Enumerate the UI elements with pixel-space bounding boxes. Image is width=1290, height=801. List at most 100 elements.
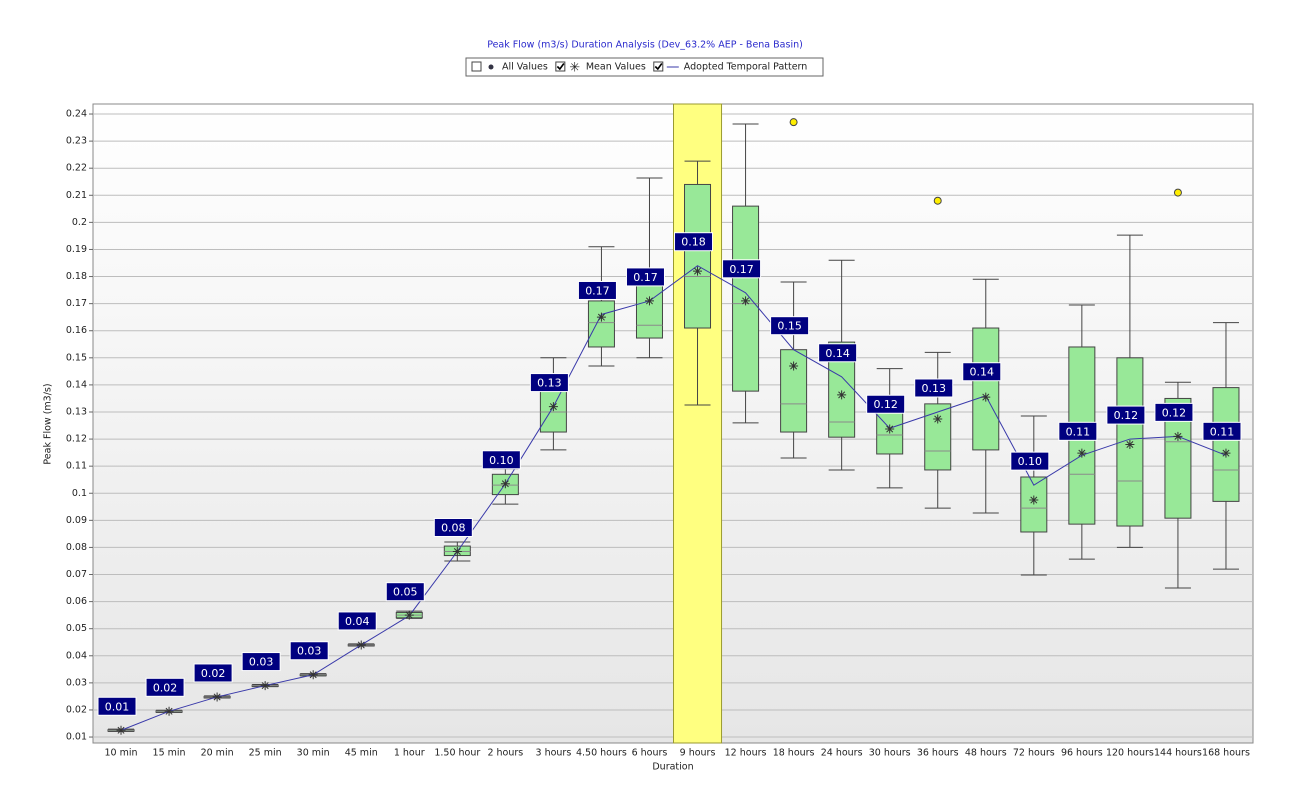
box (587, 300, 615, 348)
data-label-bg (337, 611, 377, 631)
legend-box (465, 57, 824, 77)
legend-label: All Values (502, 62, 548, 73)
data-label-text: 0.14 (970, 366, 995, 379)
mean-marker (885, 424, 895, 434)
data-label-bg (97, 696, 137, 716)
data-label-bg (914, 378, 954, 398)
mean-marker (548, 402, 558, 412)
y-tick-label: 0.07 (66, 569, 87, 580)
data-label-text: 0.05 (393, 586, 418, 599)
y-tick-label: 0.18 (66, 271, 87, 282)
outlier (1173, 188, 1182, 197)
data-label: 0.11 (1202, 421, 1242, 441)
y-tick-label: 0.13 (66, 406, 87, 417)
x-tick-label: 12 hours (725, 748, 767, 759)
data-label: 0.12 (1106, 405, 1146, 425)
data-label-text: 0.02 (201, 667, 226, 680)
data-label-bg (722, 259, 762, 279)
data-label: 0.13 (914, 378, 954, 398)
mean-marker (789, 361, 799, 371)
data-label-text: 0.12 (1162, 406, 1187, 419)
data-label-bg (1202, 421, 1242, 441)
mean-marker (693, 266, 703, 276)
data-label: 0.02 (193, 663, 233, 683)
x-tick-label: 144 hours (1154, 748, 1202, 759)
data-label-bg (577, 280, 617, 300)
mean-marker (308, 670, 318, 680)
y-tick-label: 0.12 (66, 434, 87, 445)
legend-check (556, 63, 565, 71)
y-tick-label: 0.02 (66, 704, 87, 715)
legend-checkbox[interactable] (555, 61, 566, 72)
data-label-text: 0.17 (585, 284, 610, 297)
data-label-bg (1106, 405, 1146, 425)
data-label: 0.04 (337, 611, 377, 631)
y-tick-label: 0.17 (66, 298, 87, 309)
data-label-bg (866, 394, 906, 414)
data-label: 0.17 (625, 267, 665, 287)
y-tick-label: 0.04 (66, 650, 87, 661)
x-tick-label: 45 min (345, 748, 378, 759)
data-label-text: 0.13 (537, 377, 562, 390)
y-tick-label: 0.19 (66, 244, 87, 255)
legend-icon (488, 64, 494, 70)
x-tick-label: 36 hours (917, 748, 959, 759)
x-tick-label: 30 min (297, 748, 330, 759)
mean-marker (1221, 448, 1231, 458)
data-label: 0.17 (577, 280, 617, 300)
data-label-bg (674, 232, 714, 252)
y-axis-label: Peak Flow (m3/s) (43, 383, 54, 464)
mean-marker (500, 479, 510, 489)
y-tick-label: 0.24 (66, 109, 87, 120)
data-label: 0.18 (674, 232, 714, 252)
mean-marker (116, 725, 126, 735)
data-label: 0.14 (962, 362, 1002, 382)
y-tick-label: 0.23 (66, 136, 87, 147)
x-tick-label: 1.50 hour (434, 748, 480, 759)
chart-title: Peak Flow (m3/s) Duration Analysis (Dev_… (487, 40, 803, 51)
data-label: 0.12 (866, 394, 906, 414)
data-label-text: 0.01 (105, 700, 130, 713)
data-label: 0.10 (1010, 451, 1050, 471)
box (1212, 387, 1240, 502)
data-label-bg (1010, 451, 1050, 471)
data-label-bg (770, 316, 810, 336)
data-label: 0.13 (529, 373, 569, 393)
y-tick-label: 0.05 (66, 623, 87, 634)
data-label-text: 0.12 (873, 398, 898, 411)
box (684, 183, 712, 329)
mean-marker (933, 414, 943, 424)
mean-marker (837, 390, 847, 400)
legend-checkbox[interactable] (653, 61, 664, 72)
x-tick-label: 168 hours (1202, 748, 1250, 759)
data-label: 0.11 (1058, 421, 1098, 441)
data-label-text: 0.10 (489, 454, 514, 467)
x-tick-label: 18 hours (773, 748, 815, 759)
data-label-text: 0.03 (249, 656, 274, 669)
mean-marker (1173, 431, 1183, 441)
mean-marker (1077, 448, 1087, 458)
x-tick-label: 4.50 hours (576, 748, 627, 759)
data-label-bg (1154, 402, 1194, 422)
data-label-text: 0.08 (441, 521, 466, 534)
data-label-text: 0.02 (153, 681, 178, 694)
x-axis-label: Duration (652, 762, 693, 773)
pattern-line (120, 265, 1227, 731)
mean-marker (212, 692, 222, 702)
x-tick-label: 3 hours (536, 748, 572, 759)
data-label-bg (481, 450, 521, 470)
data-label-text: 0.11 (1066, 425, 1091, 438)
legend-icon: ✳ (569, 61, 580, 76)
legend-checkbox[interactable] (471, 61, 482, 72)
data-label: 0.08 (433, 517, 473, 537)
x-tick-label: 30 hours (869, 748, 911, 759)
x-tick-label: 25 min (249, 748, 282, 759)
mean-marker (404, 610, 414, 620)
mean-marker (596, 312, 606, 322)
x-tick-label: 120 hours (1106, 748, 1154, 759)
y-tick-label: 0.01 (66, 732, 87, 743)
y-tick-label: 0.08 (66, 542, 87, 553)
mean-marker (164, 706, 174, 716)
data-label-bg (625, 267, 665, 287)
data-label: 0.17 (722, 259, 762, 279)
